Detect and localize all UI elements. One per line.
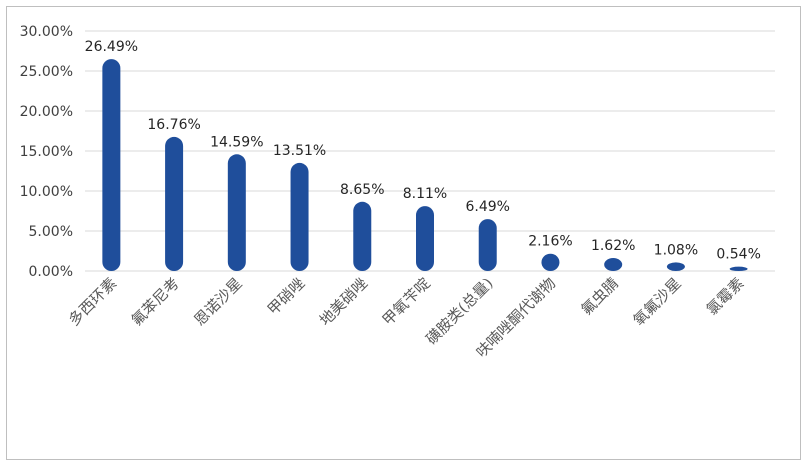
data-label: 2.16% <box>528 234 572 250</box>
data-label: 1.08% <box>654 242 698 258</box>
category-label: 恩诺沙星 <box>190 274 245 329</box>
category-label: 地美硝唑 <box>316 274 371 329</box>
bar <box>604 258 623 271</box>
category-label: 氯霉素 <box>703 274 748 319</box>
bar <box>353 201 372 271</box>
category-label: 甲氧苄啶 <box>379 274 434 329</box>
data-label: 13.51% <box>273 143 326 159</box>
data-label: 0.54% <box>716 247 760 263</box>
data-label: 8.65% <box>340 182 384 198</box>
category-label: 氧氟沙星 <box>630 274 685 329</box>
bar <box>102 59 121 271</box>
bar <box>478 219 497 271</box>
data-labels: 26.49% 16.76% 14.59% 13.51% 8.65% 8.11% 6.49% 2… <box>85 39 761 263</box>
data-label: 14.59% <box>210 134 263 150</box>
y-tick-label: 10.00% <box>20 184 73 200</box>
bar <box>666 262 685 271</box>
bar <box>729 266 748 271</box>
data-label: 8.11% <box>403 186 447 202</box>
data-label: 6.49% <box>465 199 509 215</box>
y-tick-label: 25.00% <box>20 64 73 80</box>
category-label: 甲硝唑 <box>264 274 309 319</box>
bar <box>290 162 309 271</box>
y-axis-ticks: 0.00% 5.00% 10.00% 15.00% 20.00% 25.00% 30.00% <box>20 24 73 280</box>
category-label: 氟苯尼考 <box>128 274 183 329</box>
data-label: 26.49% <box>85 39 138 55</box>
category-label: 氟虫腈 <box>577 274 622 319</box>
y-tick-label: 0.00% <box>29 264 73 280</box>
bar <box>165 136 184 271</box>
bar <box>541 253 560 271</box>
y-tick-label: 5.00% <box>29 224 73 240</box>
y-tick-label: 20.00% <box>20 104 73 120</box>
bar <box>227 154 246 271</box>
grid-lines <box>85 30 775 272</box>
data-label: 16.76% <box>147 117 200 133</box>
chart-frame <box>6 6 801 460</box>
bar <box>416 206 434 271</box>
y-tick-label: 30.00% <box>20 24 73 40</box>
y-tick-label: 15.00% <box>20 144 73 160</box>
bars <box>102 59 748 271</box>
category-label: 多西环素 <box>65 274 120 329</box>
data-label: 1.62% <box>591 238 635 254</box>
